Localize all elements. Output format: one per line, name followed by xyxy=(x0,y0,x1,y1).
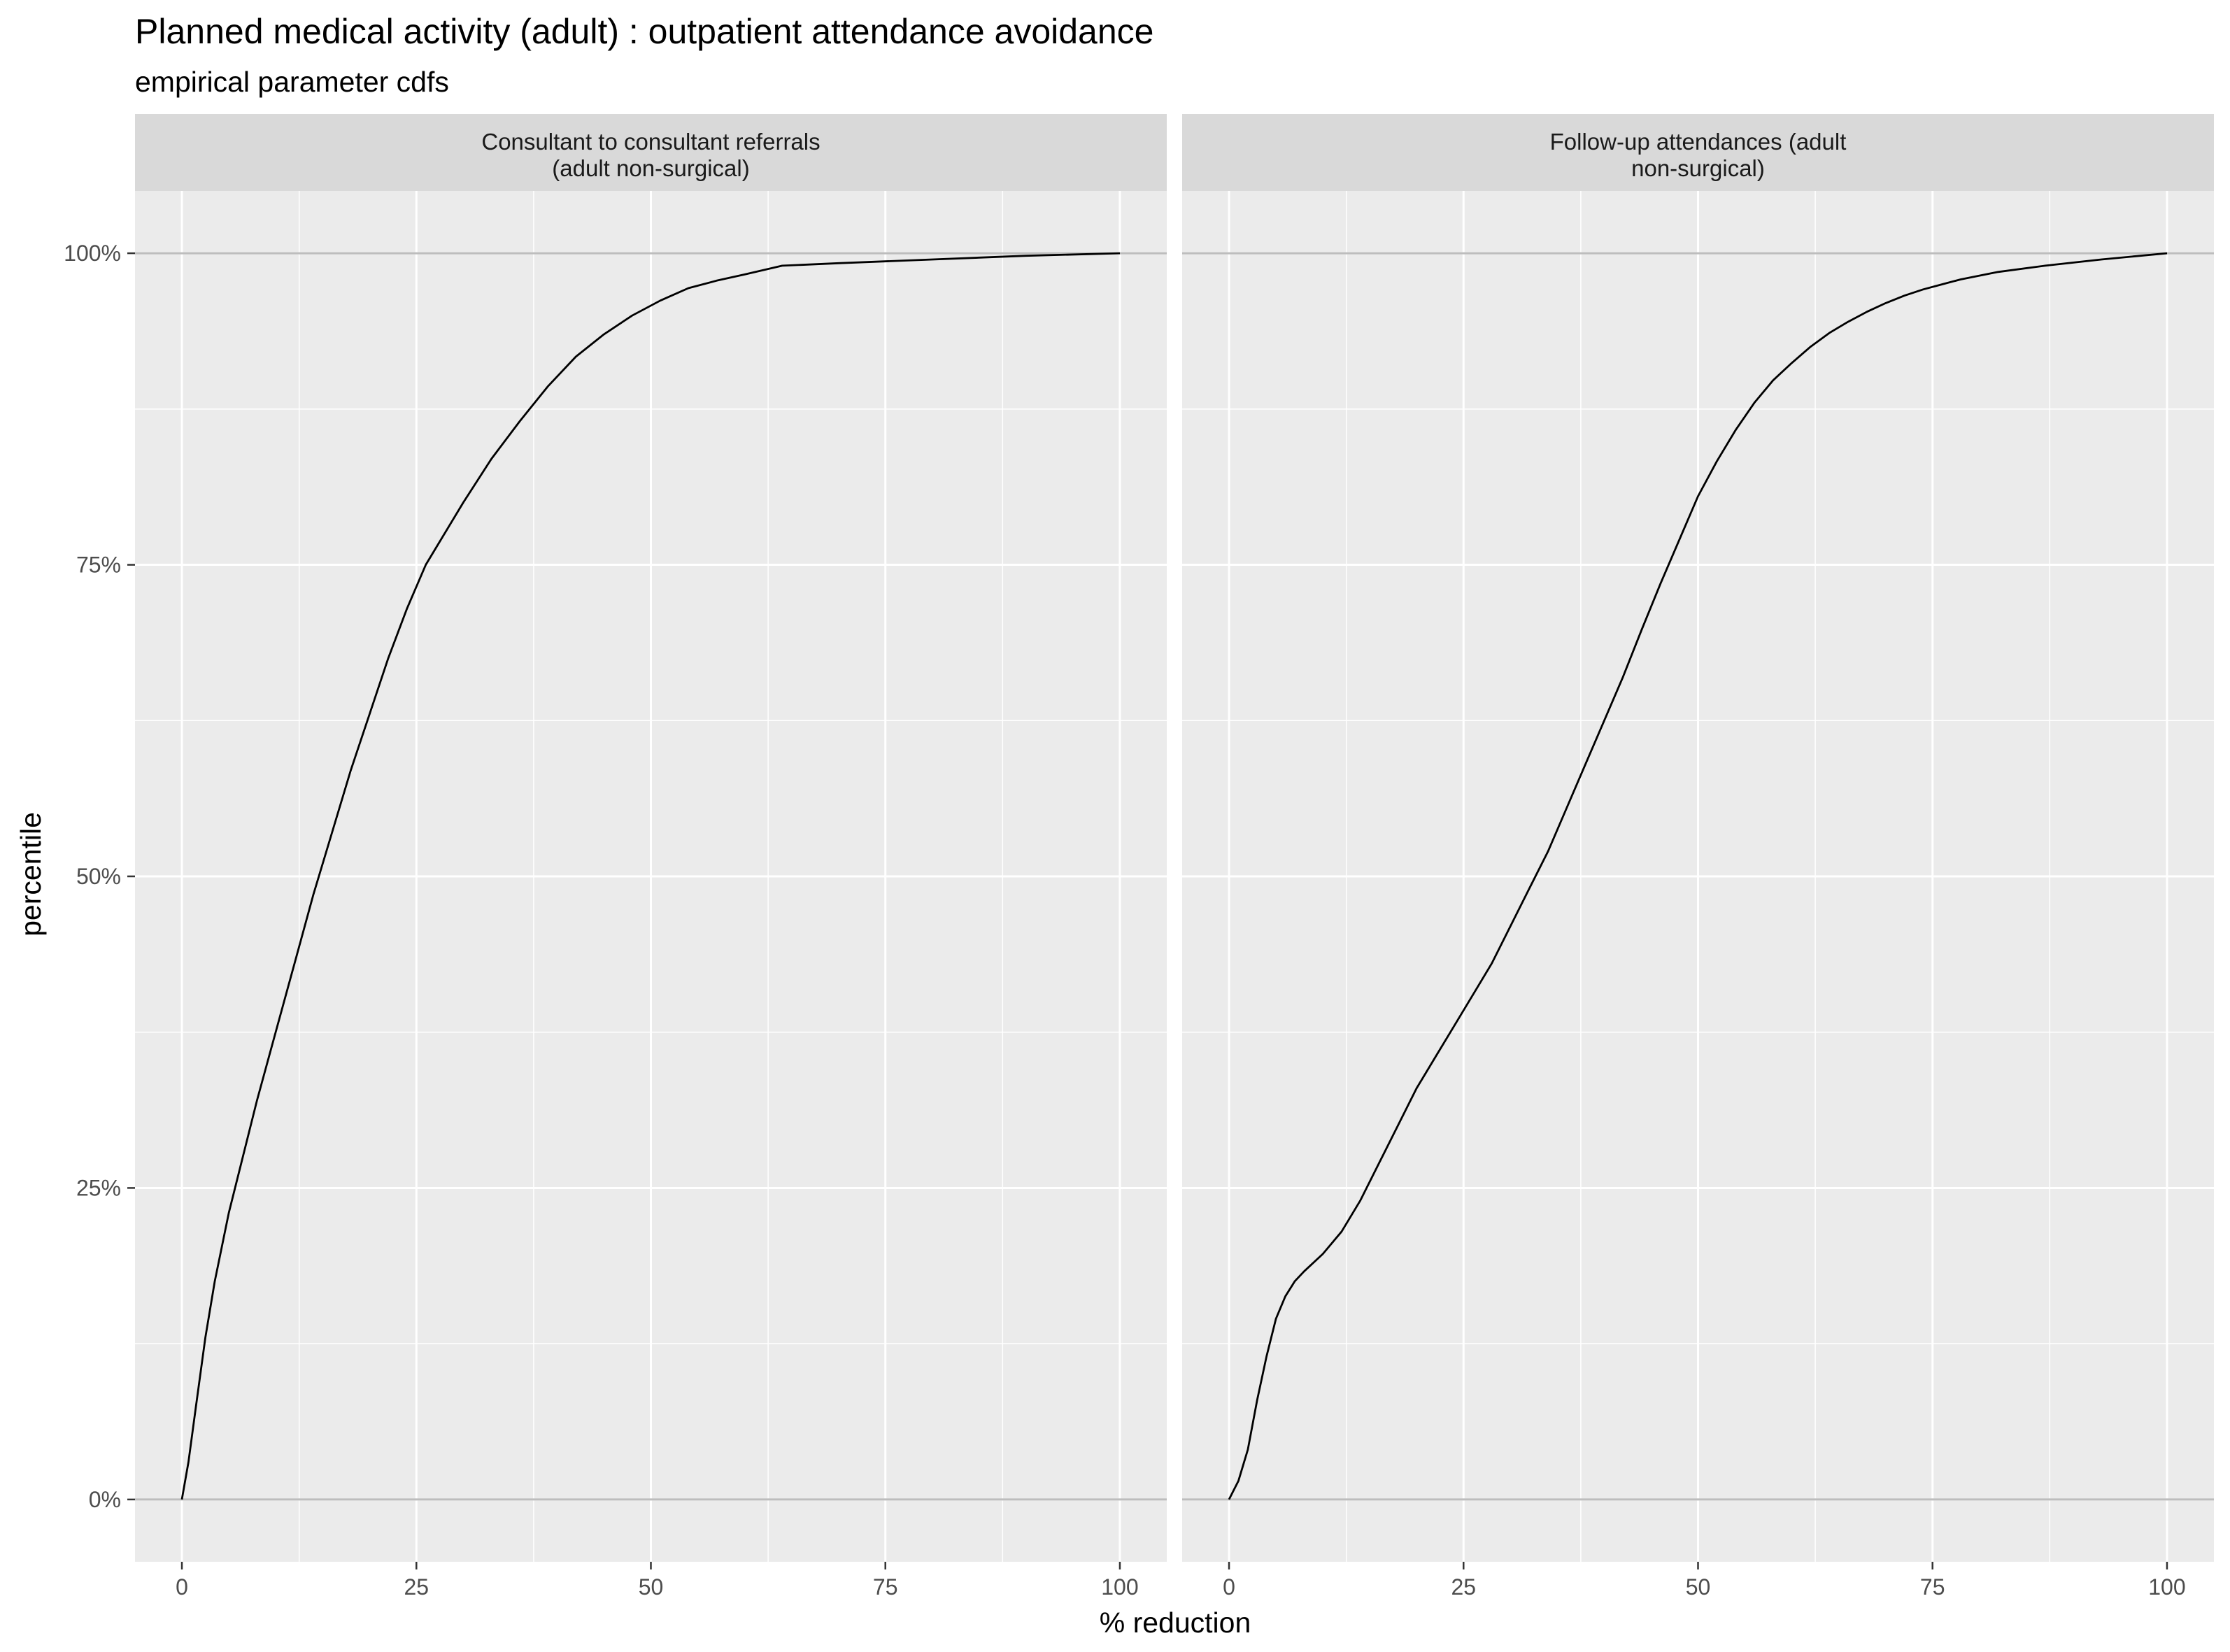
series-line xyxy=(180,252,1121,1500)
facet-panel: Consultant to consultant referrals(adult… xyxy=(64,114,1167,1600)
x-tick-label: 100 xyxy=(2148,1574,2185,1600)
x-tick-label: 50 xyxy=(639,1574,664,1600)
series-line xyxy=(1228,252,2168,1500)
x-tick-label: 50 xyxy=(1686,1574,1711,1600)
x-tick-label: 100 xyxy=(1101,1574,1138,1600)
y-tick-label: 100% xyxy=(64,241,121,266)
y-tick-label: 75% xyxy=(76,553,121,578)
x-tick-label: 25 xyxy=(1451,1574,1476,1600)
facet-strip-label: non-surgical) xyxy=(1631,155,1765,181)
facets: Consultant to consultant referrals(adult… xyxy=(64,114,2214,1600)
y-tick-label: 50% xyxy=(76,864,121,889)
x-tick-label: 0 xyxy=(1223,1574,1235,1600)
chart-title: Planned medical activity (adult) : outpa… xyxy=(135,12,1153,51)
facet-strip-label: Consultant to consultant referrals xyxy=(481,129,820,155)
x-tick-label: 0 xyxy=(176,1574,188,1600)
facet-strip-label: Follow-up attendances (adult xyxy=(1550,129,1847,155)
facet-strip xyxy=(1182,114,2214,191)
x-tick-label: 75 xyxy=(1920,1574,1945,1600)
facet-panel: Follow-up attendances (adultnon-surgical… xyxy=(1182,114,2214,1600)
facet-strip-label: (adult non-surgical) xyxy=(552,155,749,181)
x-axis-title: % reduction xyxy=(1100,1607,1251,1639)
y-tick-label: 25% xyxy=(76,1175,121,1200)
x-tick-label: 25 xyxy=(404,1574,429,1600)
x-tick-label: 75 xyxy=(873,1574,898,1600)
y-axis-title: percentile xyxy=(15,812,47,937)
facet-strip xyxy=(135,114,1167,191)
chart-subtitle: empirical parameter cdfs xyxy=(135,66,449,98)
y-tick-label: 0% xyxy=(89,1487,121,1512)
